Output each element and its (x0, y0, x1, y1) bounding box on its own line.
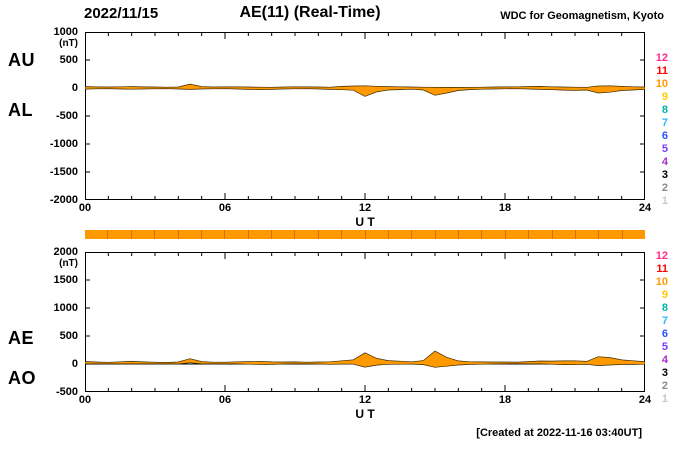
coverage-segment (435, 230, 459, 239)
station-count-1: 1 (661, 195, 668, 207)
x-tick-label: 06 (218, 394, 232, 406)
y-tick-label: -1500 (49, 166, 78, 178)
station-count-12: 12 (655, 250, 668, 262)
y-tick-label: 1500 (53, 274, 78, 286)
coverage-segment (412, 230, 436, 239)
x-tick-label: 00 (78, 202, 92, 214)
coverage-segment (155, 230, 179, 239)
top-panel-x-axis-labels: 00 06 12 18 24 (79, 202, 651, 216)
station-count-1: 1 (661, 393, 668, 405)
station-count-10: 10 (655, 276, 668, 288)
coverage-segment (225, 230, 249, 239)
plot-title: AE(11) (Real-Time) (239, 4, 381, 21)
coverage-segment (622, 230, 645, 239)
station-count-5: 5 (661, 341, 668, 353)
coverage-segment (552, 230, 576, 239)
bottom-panel-chart (85, 252, 645, 392)
coverage-segment (178, 230, 202, 239)
coverage-segment (248, 230, 272, 239)
y-tick-label: 500 (59, 54, 78, 66)
station-count-9: 9 (661, 91, 668, 103)
top-panel-border (85, 32, 645, 200)
data-source-label: WDC for Geomagnetism, Kyoto (500, 10, 664, 22)
station-count-12: 12 (655, 52, 668, 64)
coverage-segment (599, 230, 623, 239)
station-count-2: 2 (661, 380, 668, 392)
station-count-11: 11 (656, 263, 668, 275)
coverage-segment (505, 230, 530, 239)
coverage-segment (108, 230, 132, 239)
y-axis-unit: (nT) (59, 258, 78, 269)
x-tick-label: 12 (358, 202, 372, 214)
index-label-ao: AO (8, 368, 36, 388)
x-tick-label: 18 (498, 202, 512, 214)
created-timestamp: [Created at 2022-11-16 03:40UT] (476, 427, 642, 439)
y-tick-label: 1000 (53, 302, 78, 314)
coverage-segment (529, 230, 553, 239)
station-count-6: 6 (661, 130, 668, 142)
bottom-panel-x-axis-title: U T (355, 407, 375, 421)
coverage-segment (365, 230, 389, 239)
y-tick-label: 0 (71, 82, 78, 94)
coverage-segment (85, 230, 109, 239)
index-label-au: AU (8, 50, 35, 70)
x-tick-label: 24 (638, 202, 652, 214)
y-axis-unit: (nT) (59, 38, 78, 49)
x-tick-label: 06 (218, 202, 232, 214)
bottom-panel-x-axis-labels: 00 06 12 18 24 (79, 394, 651, 408)
station-count-10: 10 (655, 78, 668, 90)
x-tick-label: 12 (358, 394, 372, 406)
station-count-3: 3 (661, 169, 668, 181)
x-tick-label: 18 (498, 394, 512, 406)
station-count-9: 9 (661, 289, 668, 301)
station-count-7: 7 (661, 117, 668, 129)
station-count-6: 6 (661, 328, 668, 340)
y-tick-label: 0 (71, 358, 78, 370)
top-panel-chart (85, 32, 645, 200)
coverage-segment (295, 230, 319, 239)
y-tick-label: 1000 (53, 26, 78, 38)
station-count-11: 11 (656, 65, 668, 77)
y-tick-label: 2000 (53, 246, 78, 258)
station-count-3: 3 (661, 367, 668, 379)
station-count-2: 2 (661, 182, 668, 194)
station-count-5: 5 (661, 143, 668, 155)
coverage-segment (272, 230, 296, 239)
y-tick-label: 500 (59, 330, 78, 342)
index-label-ae: AE (8, 328, 35, 348)
x-tick-label: 00 (78, 394, 92, 406)
station-count-8: 8 (661, 104, 668, 116)
x-tick-label: 24 (638, 394, 652, 406)
bottom-panel-border (85, 252, 645, 392)
index-label-al: AL (8, 100, 33, 120)
coverage-segment (459, 230, 483, 239)
station-count-4: 4 (661, 156, 668, 168)
data-coverage-bar (85, 230, 645, 239)
top-trace-band (85, 83, 645, 97)
coverage-segment (131, 230, 156, 239)
y-tick-label: -1000 (49, 138, 78, 150)
coverage-segment (575, 230, 600, 239)
coverage-segment (318, 230, 343, 239)
coverage-segment (388, 230, 413, 239)
y-tick-label: -500 (55, 110, 78, 122)
y-tick-label: -500 (55, 386, 78, 398)
plot-date: 2022/11/15 (84, 5, 159, 22)
y-tick-label: -2000 (49, 194, 78, 206)
station-count-scale-top: 12 11 10 9 8 7 6 5 4 3 2 1 (648, 52, 668, 208)
station-count-7: 7 (661, 315, 668, 327)
station-count-8: 8 (661, 302, 668, 314)
coverage-segment (342, 230, 366, 239)
coverage-segment (482, 230, 506, 239)
coverage-segment (201, 230, 226, 239)
bottom-trace-band (85, 350, 645, 368)
station-count-4: 4 (661, 354, 668, 366)
top-panel-x-axis-title: U T (355, 215, 375, 229)
station-count-scale-bottom: 12 11 10 9 8 7 6 5 4 3 2 1 (648, 250, 668, 406)
